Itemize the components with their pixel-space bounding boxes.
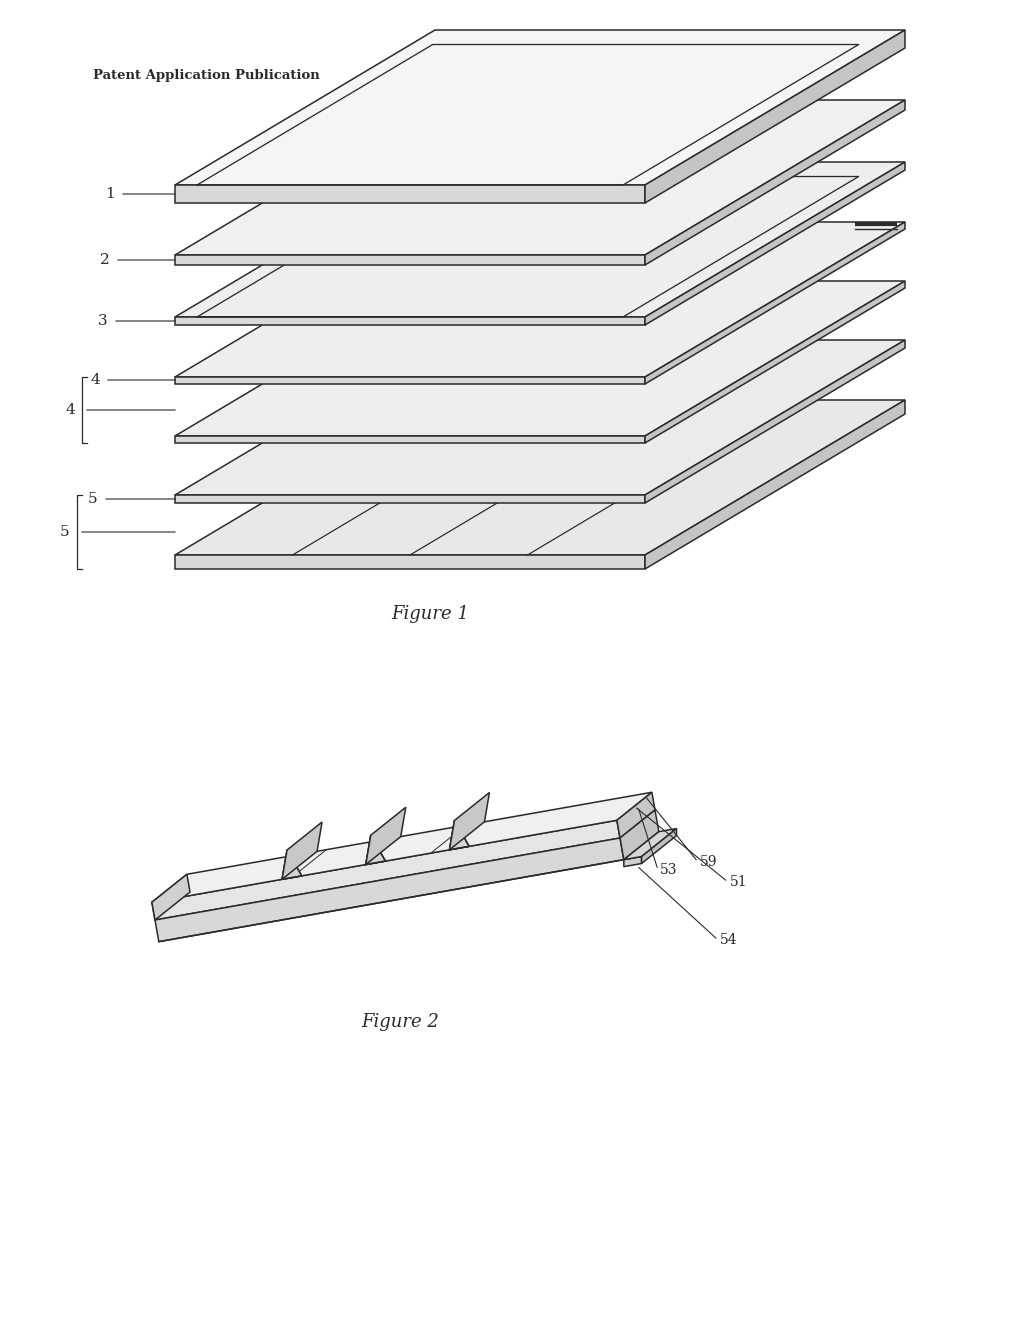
Polygon shape (645, 400, 905, 569)
Text: 59: 59 (700, 855, 718, 869)
Text: US 2013/0258229 A1: US 2013/0258229 A1 (680, 69, 836, 82)
Polygon shape (175, 436, 645, 444)
Polygon shape (645, 100, 905, 265)
Text: 5: 5 (60, 525, 70, 539)
Text: 4: 4 (66, 403, 75, 417)
Polygon shape (175, 30, 905, 185)
Polygon shape (175, 162, 905, 317)
Polygon shape (616, 792, 655, 838)
Polygon shape (152, 792, 652, 903)
Text: 4: 4 (90, 374, 100, 387)
Polygon shape (366, 808, 406, 865)
Polygon shape (175, 317, 645, 325)
Polygon shape (155, 838, 624, 941)
Polygon shape (645, 30, 905, 203)
Text: Figure 2: Figure 2 (361, 1012, 439, 1031)
Polygon shape (645, 341, 905, 503)
Text: 54: 54 (720, 933, 737, 946)
Text: 51: 51 (730, 875, 748, 888)
Polygon shape (175, 100, 905, 255)
Polygon shape (175, 185, 645, 203)
Polygon shape (175, 554, 645, 569)
Polygon shape (645, 281, 905, 444)
Polygon shape (624, 829, 677, 859)
Polygon shape (642, 829, 677, 863)
Polygon shape (620, 810, 658, 859)
Text: Sheet 1 of 2: Sheet 1 of 2 (520, 69, 608, 82)
Polygon shape (175, 255, 645, 265)
Polygon shape (450, 821, 469, 850)
Polygon shape (152, 820, 620, 920)
Text: 1: 1 (105, 187, 115, 201)
Polygon shape (366, 836, 385, 865)
Polygon shape (450, 792, 489, 850)
Text: 2: 2 (100, 253, 110, 267)
Text: Figure 1: Figure 1 (391, 605, 469, 623)
Polygon shape (175, 400, 905, 554)
Polygon shape (645, 162, 905, 325)
Polygon shape (645, 222, 905, 384)
Polygon shape (282, 822, 323, 879)
Polygon shape (175, 222, 905, 378)
Polygon shape (624, 857, 642, 867)
Polygon shape (282, 850, 302, 879)
Polygon shape (175, 341, 905, 495)
Polygon shape (152, 874, 190, 920)
Text: 53: 53 (660, 863, 678, 876)
Text: Patent Application Publication: Patent Application Publication (93, 69, 319, 82)
Polygon shape (175, 281, 905, 436)
Text: Oct. 3, 2013: Oct. 3, 2013 (370, 69, 460, 82)
Polygon shape (175, 378, 645, 384)
Text: 5: 5 (88, 492, 98, 506)
Polygon shape (175, 495, 645, 503)
Text: 3: 3 (98, 314, 108, 327)
